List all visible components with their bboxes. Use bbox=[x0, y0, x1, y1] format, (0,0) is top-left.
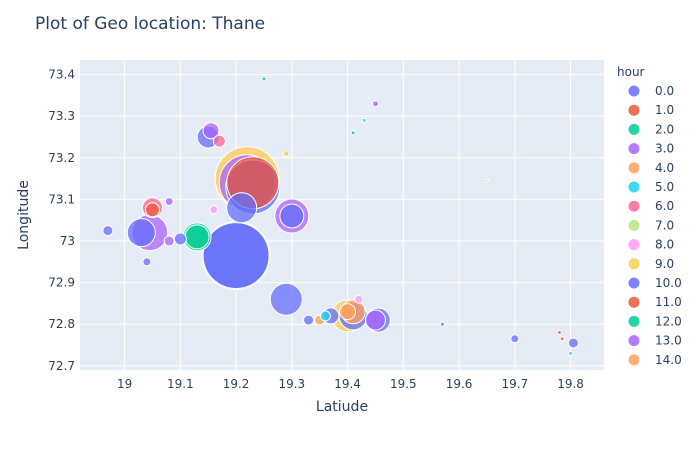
legend: hour 0.0 1.0 2.0 3.0 4.0 5.0 6.0 7.0 8.0 9.0 10.0 1… bbox=[617, 65, 682, 367]
legend-marker bbox=[627, 84, 641, 98]
legend-label: 9.0 bbox=[655, 257, 674, 271]
bubble-hour-2-0 bbox=[261, 76, 267, 82]
legend-marker bbox=[627, 314, 641, 328]
x-tick-label: 19.2 bbox=[223, 377, 250, 391]
x-tick-label: 19.7 bbox=[501, 377, 528, 391]
legend-label: 13.0 bbox=[655, 334, 682, 348]
legend-marker bbox=[627, 353, 641, 367]
legend-marker bbox=[627, 180, 641, 194]
y-tick-label: 73 bbox=[60, 234, 75, 248]
bubble-hour-5-0 bbox=[361, 117, 367, 123]
legend-marker bbox=[627, 122, 641, 136]
y-tick-label: 72.8 bbox=[48, 317, 75, 331]
bubble-hour-10-0 bbox=[567, 337, 579, 349]
bubble-hour-0-0 bbox=[126, 218, 156, 248]
legend-marker bbox=[627, 218, 641, 232]
bubble-hour-3-0 bbox=[364, 309, 386, 331]
y-tick-label: 73.4 bbox=[48, 68, 75, 82]
y-axis-title: Longitude bbox=[16, 180, 32, 250]
bubble-hour-5-0 bbox=[319, 310, 331, 322]
x-tick-label: 19.8 bbox=[557, 377, 584, 391]
legend-label: 5.0 bbox=[655, 180, 674, 194]
legend-label: 10.0 bbox=[655, 276, 682, 290]
bubble-hour-10-0 bbox=[226, 192, 258, 224]
legend-label: 4.0 bbox=[655, 161, 674, 175]
bubble-hour-4-0 bbox=[339, 303, 357, 321]
bubble-hour-10-0 bbox=[173, 232, 187, 246]
legend-marker bbox=[627, 238, 641, 252]
x-tick-label: 19.4 bbox=[334, 377, 361, 391]
x-tick-labels: 19 19.1 19.2 19.3 19.4 19.5 19.6 19.7 19.8 bbox=[117, 377, 584, 391]
legend-marker bbox=[627, 257, 641, 271]
bubble-hour-10-0 bbox=[439, 321, 445, 327]
x-tick-label: 19.6 bbox=[446, 377, 473, 391]
bubble-hour-1-0 bbox=[144, 202, 160, 218]
bubble-layer bbox=[102, 76, 579, 356]
y-tick-label: 73.1 bbox=[48, 192, 75, 206]
legend-marker bbox=[627, 161, 641, 175]
y-tick-label: 73.2 bbox=[48, 151, 75, 165]
legend-label: 2.0 bbox=[655, 122, 674, 136]
x-axis-title: Latiude bbox=[316, 399, 368, 415]
bubble-hour-1-0 bbox=[556, 330, 562, 336]
x-tick-label: 19.3 bbox=[278, 377, 305, 391]
bubble-hour-10-0 bbox=[102, 225, 114, 237]
legend-label: 12.0 bbox=[655, 314, 682, 328]
bubble-hour-0-0 bbox=[279, 203, 305, 229]
bubble-hour-13-0 bbox=[164, 196, 174, 206]
bubble-hour-9-0 bbox=[282, 150, 290, 158]
legend-label: 14.0 bbox=[655, 353, 682, 367]
bubble-hour-13-0 bbox=[202, 122, 220, 140]
chart-title: Plot of Geo location: Thane bbox=[35, 14, 265, 34]
x-tick-label: 19.5 bbox=[390, 377, 417, 391]
bubble-hour-13-0 bbox=[371, 100, 379, 108]
legend-marker bbox=[627, 103, 641, 117]
y-tick-label: 72.7 bbox=[48, 359, 75, 373]
legend-label: 8.0 bbox=[655, 238, 674, 252]
legend-marker bbox=[627, 142, 641, 156]
bubble-hour-8-0 bbox=[209, 205, 219, 215]
bubble-hour-10-0 bbox=[142, 257, 152, 267]
bubble-hour-2-0 bbox=[350, 130, 356, 136]
bubble-hour-11-0 bbox=[559, 336, 565, 342]
bubble-hour-5-0 bbox=[568, 350, 574, 356]
legend-marker bbox=[627, 276, 641, 290]
legend-label: 7.0 bbox=[655, 218, 674, 232]
bubble-hour-10-0 bbox=[303, 314, 315, 326]
legend-label: 0.0 bbox=[655, 84, 674, 98]
bubble-hour-10-0 bbox=[202, 222, 270, 290]
legend-marker bbox=[627, 295, 641, 309]
y-tick-label: 73.3 bbox=[48, 109, 75, 123]
legend-label: 11.0 bbox=[655, 295, 682, 309]
bubble-hour-3-0 bbox=[163, 235, 175, 247]
bubble-hour-10-0 bbox=[510, 334, 520, 344]
legend-marker bbox=[627, 199, 641, 213]
x-tick-label: 19 bbox=[117, 377, 132, 391]
x-tick-label: 19.1 bbox=[167, 377, 194, 391]
bubble-hour-6-0 bbox=[212, 134, 226, 148]
legend-label: 6.0 bbox=[655, 199, 674, 213]
legend-title: hour bbox=[617, 65, 645, 79]
bubble-hour-10-0 bbox=[269, 282, 303, 316]
bubble-hour-8-0 bbox=[354, 294, 364, 304]
bubble-hour-7-0 bbox=[484, 178, 489, 183]
bubble-hour-2-0 bbox=[184, 224, 210, 250]
legend-marker bbox=[627, 334, 641, 348]
y-tick-labels: 72.7 72.8 72.9 73 73.1 73.2 73.3 73.4 bbox=[48, 68, 75, 373]
legend-label: 3.0 bbox=[655, 142, 674, 156]
legend-label: 1.0 bbox=[655, 103, 674, 117]
y-tick-label: 72.9 bbox=[48, 276, 75, 290]
